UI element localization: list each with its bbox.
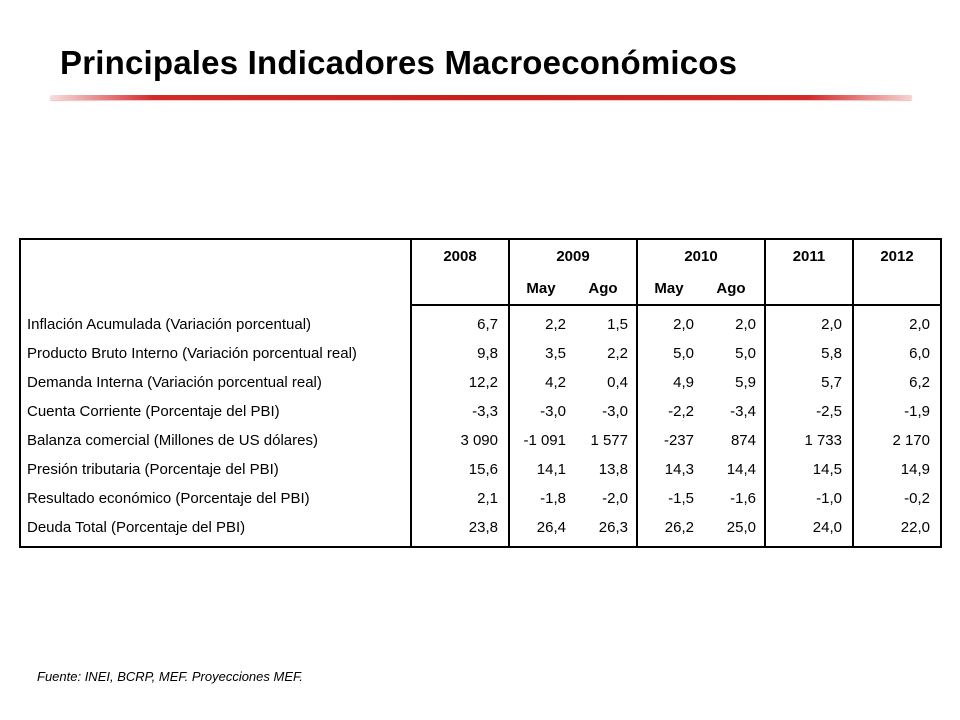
value-cell: 3,5	[545, 345, 566, 362]
value-cell: 4,9	[673, 374, 694, 391]
header-2009-may: May	[509, 272, 572, 306]
row-label: Inflación Acumulada (Variación porcentua…	[20, 305, 412, 339]
value-cell: -1,8	[540, 490, 566, 507]
value-cell: 2,2	[572, 339, 638, 368]
table-row: Presión tributaria (Porcentaje del PBI) 1…	[20, 455, 941, 484]
value-cell: -3,0	[540, 403, 566, 420]
value-cell: 26,4	[536, 519, 566, 536]
value-cell: 12,2	[411, 368, 510, 397]
table-row: Deuda Total (Porcentaje del PBI) 23,8 26,4…	[20, 513, 941, 547]
value-cell: 6,2	[909, 374, 930, 391]
header-2011-blank	[765, 272, 854, 306]
value-cell: -1,0	[765, 484, 854, 513]
row-label: Resultado económico (Porcentaje del PBI)	[20, 484, 412, 513]
value-cell: 22,0	[900, 519, 930, 536]
value-cell: 0,4	[572, 368, 638, 397]
value-cell: 14,1	[536, 461, 566, 478]
value-cell: 5,7	[765, 368, 854, 397]
value-cell: 14,9	[900, 461, 930, 478]
value-cell: 5,0	[700, 339, 766, 368]
value-cell: 15,6	[411, 455, 510, 484]
value-cell: 5,0	[673, 345, 694, 362]
value-cell: 1,5	[572, 305, 638, 339]
value-cell: 1 733	[765, 426, 854, 455]
value-cell: 2,0	[909, 316, 930, 333]
value-cell: -2,5	[765, 397, 854, 426]
value-cell: 1 577	[572, 426, 638, 455]
header-2008-blank	[411, 272, 510, 306]
header-year-2011: 2011	[765, 239, 854, 272]
row-label: Deuda Total (Porcentaje del PBI)	[20, 513, 412, 547]
header-year-2012: 2012	[880, 247, 914, 265]
header-year-2010: 2010	[637, 239, 766, 272]
value-cell: -3,3	[411, 397, 510, 426]
table-row: Producto Bruto Interno (Variación porcen…	[20, 339, 941, 368]
value-cell: 25,0	[700, 513, 766, 547]
value-cell: 24,0	[765, 513, 854, 547]
indicators-table-container: 2008 2009 2010 2011 2012 May Ago May Ago…	[19, 238, 942, 548]
value-cell: -1,5	[668, 490, 694, 507]
source-footnote: Fuente: INEI, BCRP, MEF. Proyecciones ME…	[37, 669, 303, 684]
header-2012-blank	[853, 272, 941, 306]
value-cell: -1,9	[904, 403, 930, 420]
value-cell: 14,4	[700, 455, 766, 484]
value-cell: 5,8	[765, 339, 854, 368]
table-body: Inflación Acumulada (Variación porcentua…	[20, 305, 941, 547]
value-cell: -2,2	[668, 403, 694, 420]
table-row: Balanza comercial (Millones de US dólare…	[20, 426, 941, 455]
value-cell: 26,3	[572, 513, 638, 547]
header-label-cell	[20, 239, 412, 305]
value-cell: 2 170	[892, 432, 930, 449]
header-year-2009: 2009	[509, 239, 638, 272]
header-2010-ago: Ago	[700, 272, 766, 306]
page-title: Principales Indicadores Macroeconómicos	[60, 44, 738, 81]
value-cell: -2,0	[572, 484, 638, 513]
table-row: Resultado económico (Porcentaje del PBI)…	[20, 484, 941, 513]
value-cell: -237	[663, 432, 694, 449]
indicators-table: 2008 2009 2010 2011 2012 May Ago May Ago…	[19, 238, 942, 548]
header-year-2008: 2008	[411, 239, 510, 272]
value-cell: 2,2	[545, 316, 566, 333]
value-cell: 26,2	[664, 519, 694, 536]
title-underline	[50, 95, 912, 100]
value-cell: -3,4	[700, 397, 766, 426]
header-row-years: 2008 2009 2010 2011 2012	[20, 239, 941, 305]
value-cell: 6,0	[909, 345, 930, 362]
value-cell: 14,3	[664, 461, 694, 478]
value-cell: 13,8	[572, 455, 638, 484]
header-2010-may: May	[637, 272, 700, 306]
value-cell: 2,1	[411, 484, 510, 513]
value-cell: 6,7	[411, 305, 510, 339]
table-row: Inflación Acumulada (Variación porcentua…	[20, 305, 941, 339]
value-cell: 874	[700, 426, 766, 455]
header-2009-ago: Ago	[572, 272, 638, 306]
table-row: Cuenta Corriente (Porcentaje del PBI) -3,…	[20, 397, 941, 426]
value-cell: 5,9	[700, 368, 766, 397]
row-label: Cuenta Corriente (Porcentaje del PBI)	[20, 397, 412, 426]
row-label: Balanza comercial (Millones de US dólare…	[20, 426, 412, 455]
value-cell: -1 091	[523, 432, 566, 449]
value-cell: 23,8	[411, 513, 510, 547]
value-cell: 9,8	[411, 339, 510, 368]
value-cell: 2,0	[765, 305, 854, 339]
header-row-months: May Ago May Ago	[20, 272, 941, 306]
value-cell: -1,6	[700, 484, 766, 513]
row-label: Producto Bruto Interno (Variación porcen…	[20, 339, 412, 368]
value-cell: 2,0	[673, 316, 694, 333]
value-cell: 3 090	[411, 426, 510, 455]
value-cell: 2,0	[700, 305, 766, 339]
row-label: Presión tributaria (Porcentaje del PBI)	[20, 455, 412, 484]
row-label: Demanda Interna (Variación porcentual re…	[20, 368, 412, 397]
value-cell: -0,2	[904, 490, 930, 507]
value-cell: 14,5	[765, 455, 854, 484]
value-cell: -3,0	[572, 397, 638, 426]
table-row: Demanda Interna (Variación porcentual re…	[20, 368, 941, 397]
value-cell: 4,2	[545, 374, 566, 391]
